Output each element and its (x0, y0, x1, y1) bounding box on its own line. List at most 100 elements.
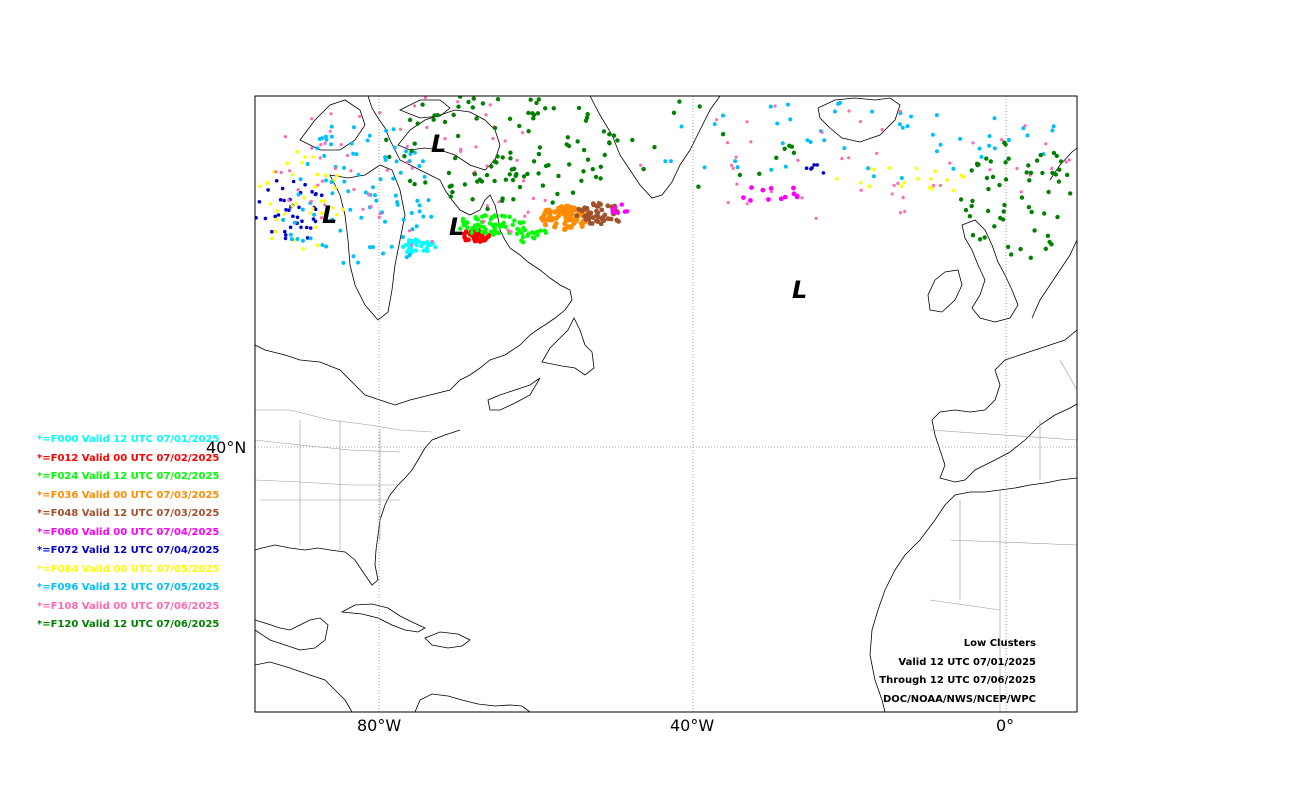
map-frame (254, 95, 1078, 713)
cluster-point (458, 226, 463, 231)
cluster-point (583, 217, 589, 223)
cluster-point (490, 222, 495, 228)
cluster-point (902, 180, 907, 185)
cluster-point (561, 226, 568, 232)
cluster-point (320, 136, 324, 141)
cluster-point (630, 137, 635, 143)
lon-label-40w: 40°W (670, 716, 715, 735)
cluster-point (970, 198, 975, 204)
cluster-point (963, 207, 969, 213)
cluster-point (988, 159, 993, 164)
cluster-point (377, 215, 381, 219)
cluster-point (465, 225, 470, 230)
cluster-point (456, 100, 460, 104)
cluster-point (466, 99, 471, 105)
cluster-point (579, 178, 584, 183)
cluster-point (279, 170, 283, 175)
cluster-point (892, 183, 896, 187)
cluster-point (283, 229, 287, 234)
cluster-point (367, 192, 371, 196)
iceland (817, 97, 901, 143)
cluster-point (300, 238, 305, 243)
cluster-point (387, 154, 392, 160)
cluster-point (394, 159, 399, 164)
cluster-point (547, 214, 553, 220)
cluster-point (330, 191, 335, 196)
cluster-point (543, 106, 548, 111)
cluster-point (485, 204, 489, 208)
legend-item: *=F012 Valid 00 UTC 07/02/2025 (37, 452, 220, 464)
cluster-point (951, 188, 956, 193)
cluster-point (808, 140, 813, 144)
info-box: Low Clusters Valid 12 UTC 07/01/2025 Thr… (879, 638, 1036, 712)
cluster-point (420, 102, 425, 107)
cluster-point (840, 157, 844, 161)
legend-item: *=F036 Valid 00 UTC 07/03/2025 (37, 489, 220, 501)
cluster-point (1027, 178, 1032, 183)
cluster-point (404, 149, 409, 154)
cluster-point (896, 181, 900, 185)
cluster-point (1053, 172, 1059, 177)
cluster-point (268, 202, 273, 206)
cluster-point (523, 214, 527, 218)
cluster-point (748, 198, 753, 203)
country-borders (255, 359, 1077, 712)
cluster-point (696, 184, 701, 189)
cluster-point (466, 237, 471, 243)
cluster-point (311, 155, 315, 159)
cluster-point (323, 203, 327, 207)
cluster-point (997, 182, 1002, 188)
cluster-point (934, 113, 939, 118)
cluster-point (1057, 167, 1062, 172)
info-credit: DOC/NOAA/NWS/NCEP/WPC (883, 693, 1036, 705)
newfoundland (541, 317, 595, 376)
british-isles (927, 219, 1019, 323)
cluster-point (333, 166, 337, 171)
cluster-point (871, 174, 876, 179)
legend-item: *=F060 Valid 00 UTC 07/04/2025 (37, 526, 220, 538)
cluster-point (405, 144, 409, 148)
cluster-point (371, 185, 375, 190)
cluster-point (1050, 166, 1054, 171)
cluster-point (296, 188, 300, 192)
cluster-point (734, 155, 738, 159)
cluster-point (426, 242, 431, 248)
cluster-point (288, 232, 293, 237)
cluster-point (356, 172, 361, 177)
cluster-point (407, 253, 412, 258)
cluster-point (447, 184, 452, 189)
cluster-point (579, 208, 585, 214)
cluster-point (270, 229, 274, 234)
cluster-point (484, 113, 488, 117)
cluster-point (255, 216, 258, 220)
cluster-point (616, 219, 621, 224)
cluster-point (359, 215, 364, 220)
cluster-point (526, 110, 531, 116)
cluster-point (584, 115, 590, 120)
cluster-point (1056, 179, 1062, 184)
cluster-point (421, 214, 426, 219)
cluster-point (323, 141, 327, 145)
cluster-point (815, 163, 819, 167)
cluster-point (432, 113, 437, 118)
cluster-point (526, 129, 531, 134)
cluster-point (330, 217, 335, 222)
cluster-point (456, 104, 461, 109)
cluster-point (977, 146, 982, 151)
cluster-point (1049, 242, 1054, 247)
cluster-point (406, 242, 412, 247)
gridlines (255, 96, 1077, 712)
cluster-point (414, 224, 419, 229)
cluster-point (574, 213, 580, 218)
cluster-point (555, 191, 560, 197)
cluster-point (590, 167, 595, 172)
cluster-point (507, 172, 512, 177)
cluster-point (492, 125, 498, 131)
low-clusters (255, 96, 1073, 265)
cluster-point (290, 172, 295, 177)
cluster-point (870, 109, 875, 114)
cluster-point (969, 203, 974, 209)
cluster-point (482, 219, 486, 224)
cluster-point (410, 166, 414, 170)
cluster-point (338, 228, 343, 233)
